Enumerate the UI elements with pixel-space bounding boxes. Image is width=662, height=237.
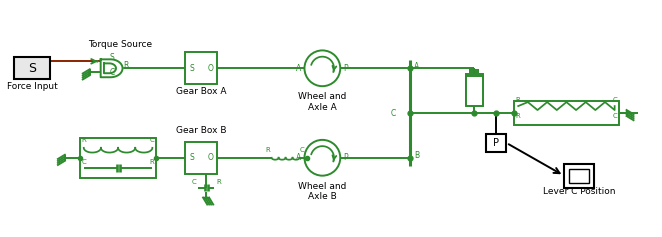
Bar bbox=[80, 138, 156, 178]
Text: R: R bbox=[515, 113, 520, 119]
Text: Torque Source: Torque Source bbox=[89, 40, 153, 49]
Bar bbox=[569, 169, 589, 183]
Text: R: R bbox=[82, 137, 87, 143]
Text: Gear Box B: Gear Box B bbox=[176, 126, 226, 135]
Text: A: A bbox=[296, 64, 301, 73]
Text: P: P bbox=[343, 153, 348, 162]
Text: C: C bbox=[191, 179, 196, 185]
Bar bbox=[564, 164, 594, 188]
Text: C: C bbox=[110, 68, 115, 77]
Circle shape bbox=[305, 140, 340, 176]
Text: O: O bbox=[207, 153, 213, 162]
Bar bbox=[487, 134, 506, 152]
Bar bbox=[14, 57, 50, 79]
Bar bbox=[465, 76, 483, 105]
Text: Wheel and
Axle B: Wheel and Axle B bbox=[298, 182, 346, 201]
Text: P: P bbox=[343, 64, 348, 73]
Text: R: R bbox=[265, 147, 269, 153]
Text: R: R bbox=[216, 179, 220, 185]
Text: S: S bbox=[110, 53, 115, 62]
Text: Gear Box A: Gear Box A bbox=[176, 87, 226, 96]
Bar bbox=[514, 101, 618, 125]
Text: A: A bbox=[296, 153, 301, 162]
Text: R: R bbox=[515, 97, 520, 103]
Polygon shape bbox=[101, 59, 122, 77]
Text: Lever C Position: Lever C Position bbox=[543, 187, 615, 196]
Text: O: O bbox=[207, 64, 213, 73]
Text: C: C bbox=[391, 109, 396, 118]
Text: C: C bbox=[613, 113, 618, 119]
Text: S: S bbox=[189, 153, 194, 162]
Text: S: S bbox=[28, 62, 36, 75]
Circle shape bbox=[305, 50, 340, 86]
Text: C: C bbox=[150, 137, 154, 143]
Text: A: A bbox=[414, 62, 419, 71]
Text: P: P bbox=[493, 138, 499, 148]
Text: R: R bbox=[124, 61, 129, 70]
Bar bbox=[465, 74, 483, 104]
Text: Wheel and
Axle A: Wheel and Axle A bbox=[298, 92, 346, 112]
Text: Force Input: Force Input bbox=[7, 82, 58, 91]
Text: S: S bbox=[189, 64, 194, 73]
Bar bbox=[185, 142, 217, 174]
Text: C: C bbox=[299, 147, 305, 153]
Text: R: R bbox=[150, 159, 154, 165]
Polygon shape bbox=[104, 63, 116, 73]
Bar bbox=[185, 52, 217, 84]
Text: C: C bbox=[82, 159, 87, 165]
Text: C: C bbox=[613, 97, 618, 103]
Text: B: B bbox=[414, 151, 419, 160]
